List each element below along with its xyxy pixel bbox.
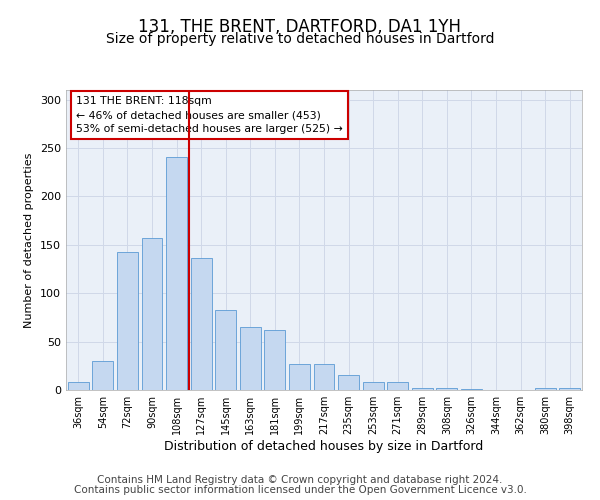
Bar bbox=[166, 157, 187, 390]
Bar bbox=[314, 364, 334, 390]
Bar bbox=[535, 388, 556, 390]
Bar bbox=[412, 388, 433, 390]
Text: Size of property relative to detached houses in Dartford: Size of property relative to detached ho… bbox=[106, 32, 494, 46]
Bar bbox=[461, 389, 482, 390]
Bar bbox=[436, 388, 457, 390]
X-axis label: Distribution of detached houses by size in Dartford: Distribution of detached houses by size … bbox=[164, 440, 484, 453]
Text: Contains HM Land Registry data © Crown copyright and database right 2024.: Contains HM Land Registry data © Crown c… bbox=[97, 475, 503, 485]
Bar bbox=[387, 382, 408, 390]
Text: Contains public sector information licensed under the Open Government Licence v3: Contains public sector information licen… bbox=[74, 485, 526, 495]
Bar bbox=[289, 364, 310, 390]
Text: 131 THE BRENT: 118sqm
← 46% of detached houses are smaller (453)
53% of semi-det: 131 THE BRENT: 118sqm ← 46% of detached … bbox=[76, 96, 343, 134]
Bar bbox=[265, 330, 286, 390]
Y-axis label: Number of detached properties: Number of detached properties bbox=[25, 152, 34, 328]
Bar bbox=[117, 252, 138, 390]
Bar bbox=[338, 374, 359, 390]
Bar bbox=[362, 382, 383, 390]
Bar bbox=[92, 361, 113, 390]
Bar bbox=[559, 388, 580, 390]
Bar bbox=[215, 310, 236, 390]
Text: 131, THE BRENT, DARTFORD, DA1 1YH: 131, THE BRENT, DARTFORD, DA1 1YH bbox=[139, 18, 461, 36]
Bar bbox=[240, 327, 261, 390]
Bar bbox=[191, 258, 212, 390]
Bar bbox=[142, 238, 163, 390]
Bar bbox=[68, 382, 89, 390]
